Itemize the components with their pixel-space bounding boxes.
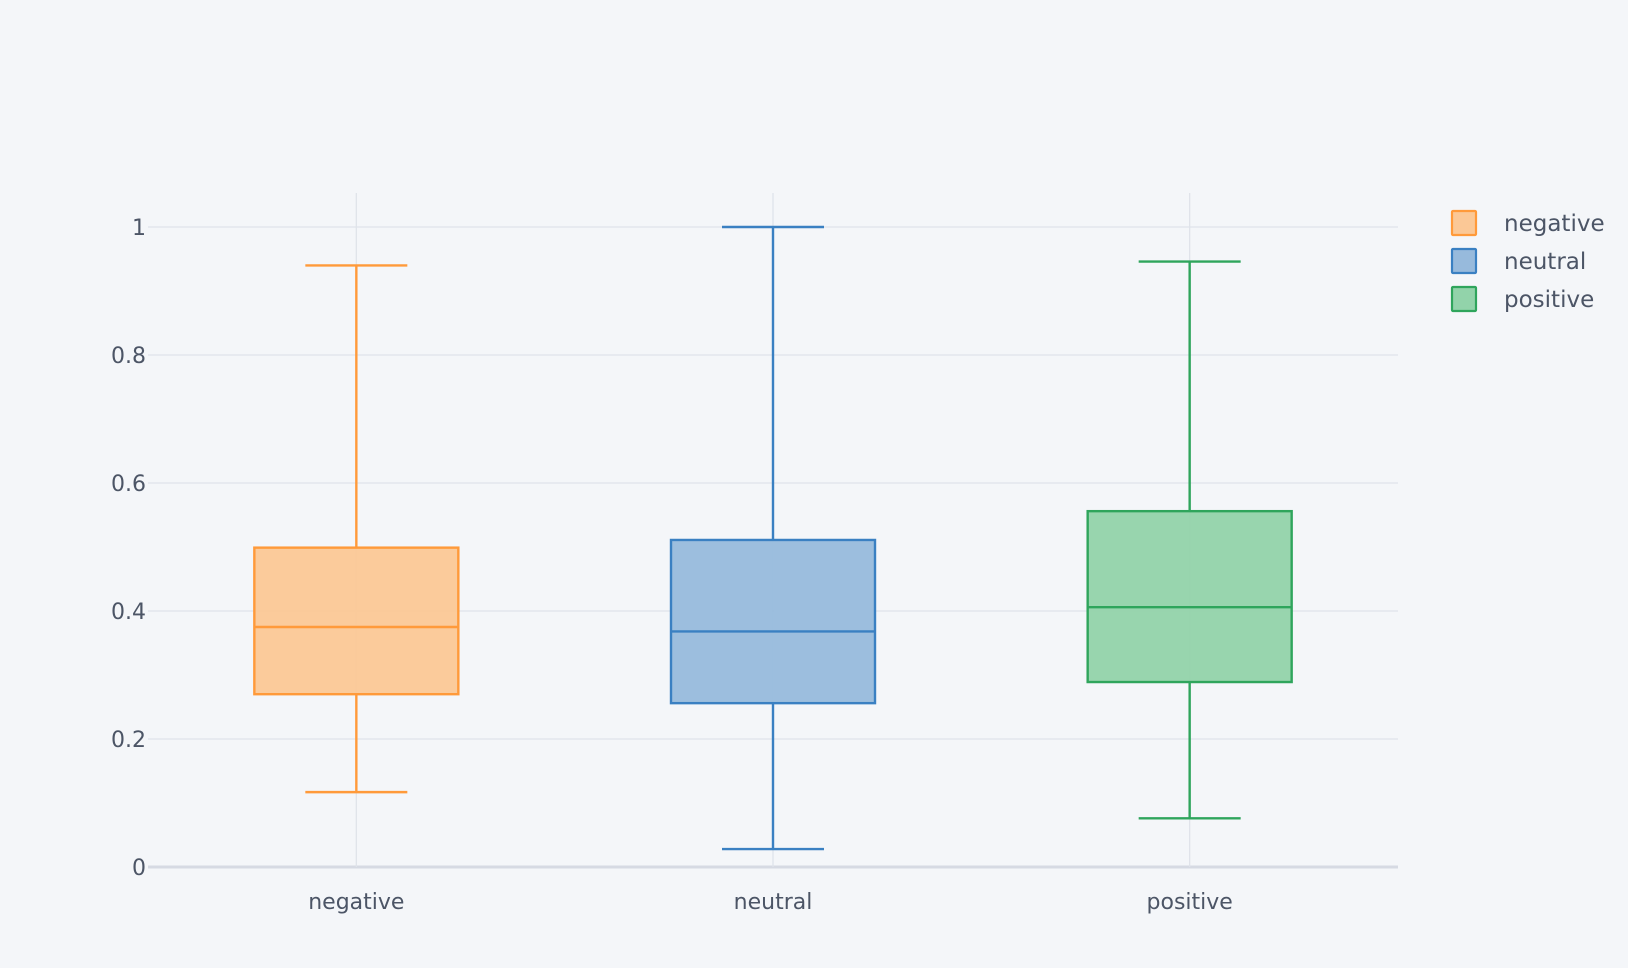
legend-item-neutral[interactable]: neutral bbox=[1450, 247, 1586, 275]
y-tick-label: 0.2 bbox=[111, 728, 146, 753]
box-layer bbox=[253, 225, 1293, 851]
legend[interactable]: negative neutral positive bbox=[1450, 209, 1605, 313]
legend-item-negative[interactable]: negative bbox=[1450, 209, 1605, 237]
iqr-box bbox=[1086, 509, 1293, 684]
box-negative[interactable] bbox=[253, 264, 460, 794]
legend-swatch bbox=[1450, 285, 1478, 313]
legend-label: positive bbox=[1504, 287, 1594, 313]
x-axis: negative neutral positive bbox=[308, 890, 1233, 915]
legend-label: neutral bbox=[1504, 249, 1586, 275]
iqr-box bbox=[253, 546, 460, 696]
legend-swatch bbox=[1450, 247, 1478, 275]
box-positive[interactable] bbox=[1086, 260, 1293, 820]
x-tick-label: positive bbox=[1147, 890, 1233, 915]
y-tick-label: 0 bbox=[132, 856, 146, 881]
y-tick-label: 0.4 bbox=[111, 600, 146, 625]
y-tick-label: 0.8 bbox=[111, 344, 146, 369]
legend-label: negative bbox=[1504, 211, 1605, 237]
x-tick-label: neutral bbox=[734, 890, 813, 915]
x-tick-label: negative bbox=[308, 890, 404, 915]
y-tick-label: 0.6 bbox=[111, 472, 146, 497]
box-neutral[interactable] bbox=[669, 225, 877, 851]
iqr-box bbox=[669, 538, 877, 705]
legend-item-positive[interactable]: positive bbox=[1450, 285, 1594, 313]
y-tick-label: 1 bbox=[132, 216, 146, 241]
legend-swatch bbox=[1450, 209, 1478, 237]
y-axis: 0 0.2 0.4 0.6 0.8 1 bbox=[111, 216, 146, 881]
